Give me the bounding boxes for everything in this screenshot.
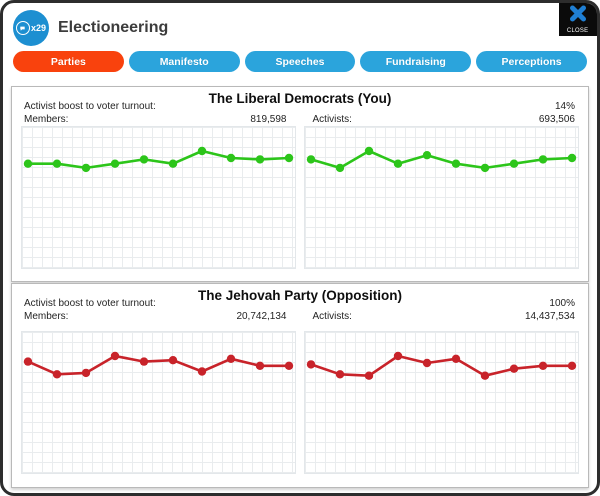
tab-bar: Parties Manifesto Speeches Fundraising P… (13, 51, 587, 72)
trend-line (306, 146, 577, 173)
members-value: 819,598 (250, 114, 287, 125)
members-label: Members: (24, 311, 69, 322)
stats-row: Members: 819,598 Activists: 693,506 (24, 114, 575, 125)
trend-line (306, 351, 577, 380)
tab-perceptions[interactable]: Perceptions (476, 51, 587, 72)
activists-trend-chart (304, 331, 579, 474)
party-title: The Liberal Democrats (You) (208, 91, 392, 106)
close-x-icon (568, 5, 588, 27)
activists-trend-chart (304, 126, 579, 269)
members-stat: Members: 20,742,134 (24, 311, 287, 322)
page-title: Electioneering (58, 19, 169, 36)
boost-value: 100% (549, 298, 575, 309)
tab-speeches[interactable]: Speeches (244, 51, 356, 72)
activists-label: Activists: (312, 114, 352, 125)
activists-label: Activists: (312, 311, 352, 322)
multiplier-label: x29 (30, 23, 47, 33)
close-button[interactable]: CLOSE (559, 3, 597, 36)
party-title: The Jehovah Party (Opposition) (197, 288, 403, 303)
tab-fundraising[interactable]: Fundraising (360, 51, 472, 72)
activists-value: 693,506 (538, 114, 575, 125)
charts-row (21, 331, 579, 474)
members-value: 20,742,134 (236, 311, 287, 322)
charts-row (21, 126, 579, 269)
boost-label: Activist boost to voter turnout: (24, 101, 156, 112)
activists-stat: Activists: 14,437,534 (313, 311, 576, 322)
activists-value: 14,437,534 (524, 311, 575, 322)
activists-stat: Activists: 693,506 (313, 114, 576, 125)
panel-liberal-democrats: The Liberal Democrats (You) Activist boo… (11, 86, 589, 282)
boost-value: 14% (554, 101, 575, 112)
trend-line (23, 146, 294, 173)
members-stat: Members: 819,598 (24, 114, 287, 125)
campaign-points-badge: x29 (13, 10, 49, 46)
boost-row: Activist boost to voter turnout: 100% (24, 298, 575, 309)
panel-jehovah-party: The Jehovah Party (Opposition) Activist … (11, 283, 589, 488)
members-trend-chart (21, 126, 296, 269)
trend-line (23, 351, 294, 379)
speech-bubble-icon (15, 21, 30, 35)
boost-label: Activist boost to voter turnout: (24, 298, 156, 309)
members-label: Members: (24, 114, 69, 125)
stats-row: Members: 20,742,134 Activists: 14,437,53… (24, 311, 575, 322)
tab-parties[interactable]: Parties (13, 51, 124, 72)
tab-manifesto[interactable]: Manifesto (128, 51, 240, 72)
members-trend-chart (21, 331, 296, 474)
window-header: x29 Electioneering (13, 10, 168, 46)
close-label: CLOSE (567, 27, 589, 34)
boost-row: Activist boost to voter turnout: 14% (24, 101, 575, 112)
